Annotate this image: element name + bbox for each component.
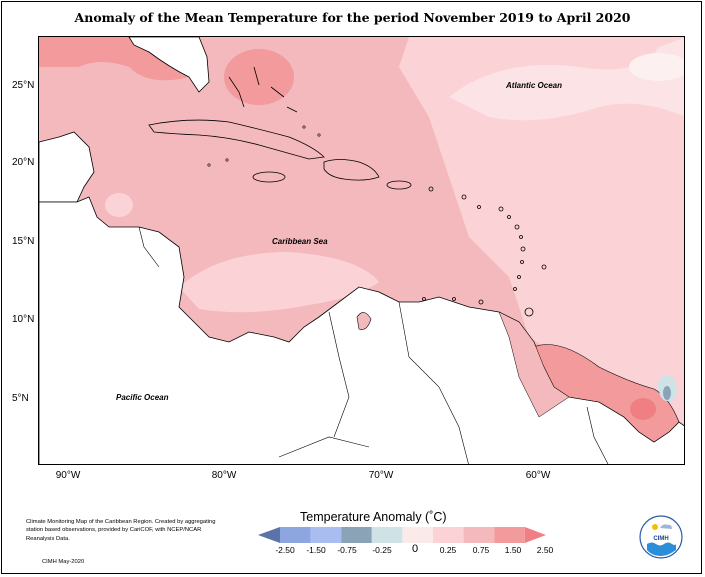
- lon-label-80w: 80°W: [211, 470, 237, 481]
- lake-maracaibo: [356, 312, 372, 330]
- label-caribbean-sea: Caribbean Sea: [272, 237, 328, 246]
- legend-title: Temperature Anomaly (˚C): [300, 510, 447, 524]
- cimh-logo-icon: CIMH: [639, 515, 683, 559]
- island-puerto-rico: [386, 180, 412, 190]
- island-bahamas: [228, 66, 298, 113]
- legend-swatch-3: [341, 527, 372, 543]
- legend-tick-7: 1.50: [504, 545, 522, 555]
- label-pacific-ocean: Pacific Ocean: [116, 393, 169, 402]
- border-line-4: [278, 436, 370, 458]
- land-venezuela-east: [498, 311, 570, 418]
- island-lesser-antilles: [422, 186, 547, 317]
- anomaly-map: [38, 36, 685, 465]
- legend-tick-1: -1.50: [306, 545, 326, 555]
- legend-colorbar: [258, 527, 546, 543]
- lon-label-90w: 90°W: [55, 470, 81, 481]
- border-line-1: [138, 226, 160, 268]
- legend-swatch-0: [258, 527, 280, 543]
- island-hispaniola: [323, 159, 380, 181]
- lon-label-60w: 60°W: [525, 470, 551, 481]
- anomaly-atlantic-light: [399, 37, 684, 464]
- credit-date: CIMH May-2020: [42, 559, 85, 565]
- anomaly-atlantic-lightest: [629, 53, 684, 81]
- lat-label-15n: 15°N: [12, 236, 35, 247]
- label-atlantic-ocean: Atlantic Ocean: [506, 81, 563, 90]
- legend-swatch-7: [463, 527, 495, 543]
- legend-swatch-6: [433, 527, 464, 543]
- legend-swatch-1: [280, 527, 311, 543]
- land-florida: [128, 37, 210, 93]
- border-line-5: [586, 406, 609, 464]
- legend-tick-8: 2.50: [536, 545, 554, 555]
- lat-label-5n: 5°N: [12, 393, 29, 404]
- legend-swatch-4: [371, 527, 403, 543]
- lat-label-10n: 10°N: [12, 314, 35, 325]
- map-svg: [39, 37, 684, 464]
- lon-label-70w: 70°W: [368, 470, 394, 481]
- island-jamaica: [252, 171, 286, 183]
- land-guiana-hot: [630, 398, 656, 420]
- legend-tick-2: -0.75: [337, 545, 357, 555]
- legend-tick-0: -2.50: [275, 545, 295, 555]
- legend-tick-4: 0: [411, 543, 419, 555]
- legend-swatch-5: [402, 527, 433, 543]
- logo-text: CIMH: [653, 536, 668, 542]
- border-line-2: [328, 311, 350, 438]
- legend-swatch-8: [494, 527, 525, 543]
- border-line-3: [398, 301, 469, 464]
- lat-label-25n: 25°N: [12, 80, 35, 91]
- island-cuba: [148, 119, 325, 160]
- anomaly-caribbean-light: [179, 252, 379, 313]
- land-amapa-cold: [663, 386, 671, 400]
- page-title: Anomaly of the Mean Temperature for the …: [74, 10, 631, 25]
- legend-swatch-2: [310, 527, 342, 543]
- lat-label-20n: 20°N: [12, 157, 35, 168]
- legend-tick-6: 0.75: [472, 545, 490, 555]
- credit-text: Climate Monitoring Map of the Caribbean …: [26, 519, 216, 542]
- legend-swatch-9: [524, 527, 546, 543]
- anomaly-atlantic-lighter: [449, 37, 684, 121]
- anomaly-patch-belize: [105, 193, 133, 217]
- legend-tick-3: -0.25: [372, 545, 392, 555]
- island-small-west: [207, 125, 321, 167]
- legend-tick-5: 0.25: [439, 545, 457, 555]
